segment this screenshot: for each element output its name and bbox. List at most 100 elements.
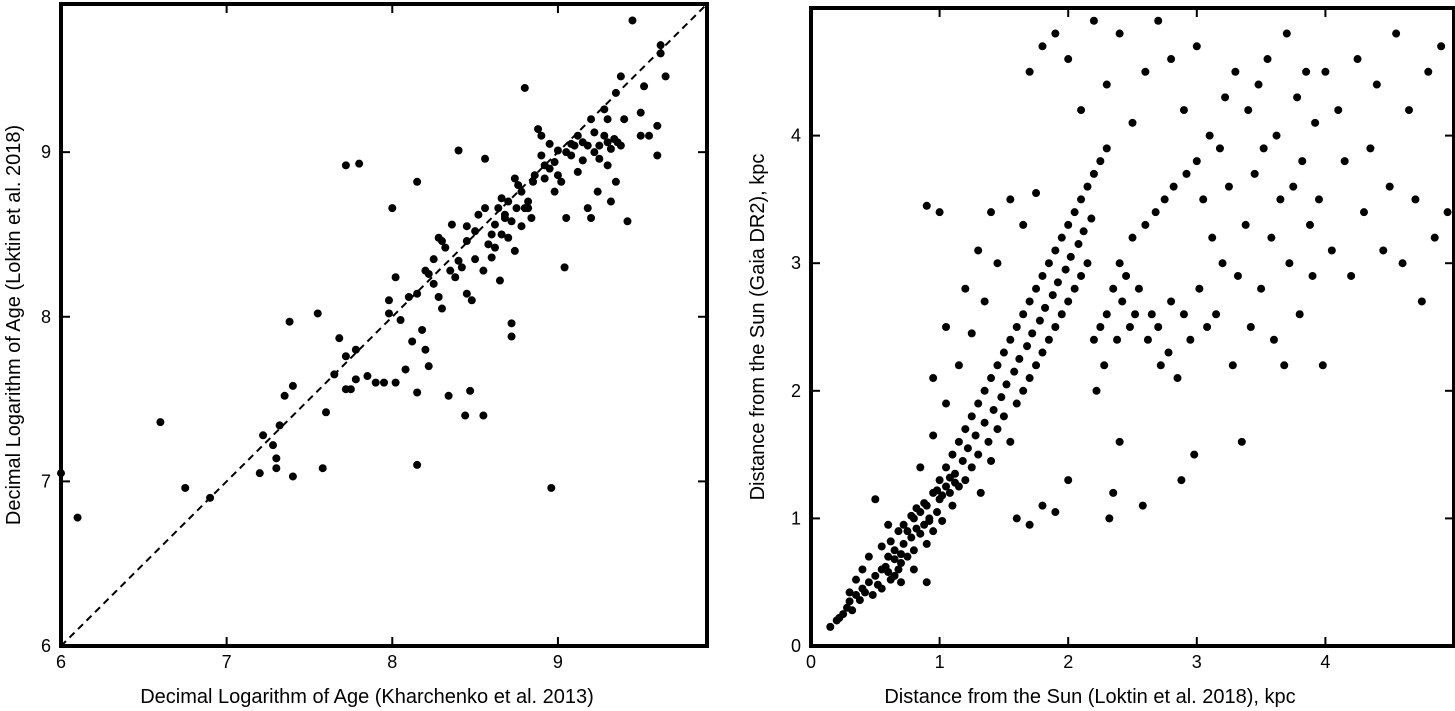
left-data-point [557,177,566,186]
right-data-point [1012,323,1021,331]
right-data-point [961,476,970,485]
left-data-point [341,161,350,170]
right-data-point [1167,55,1176,64]
right-data-point [877,542,886,551]
left-data-point [606,197,615,206]
right-data-point [839,610,848,619]
right-data-point [1293,93,1302,102]
right-data-point [984,437,993,446]
right-data-point [942,399,951,408]
right-data-point [1231,67,1240,76]
right-data-point [1010,367,1019,376]
left-data-point [429,255,438,264]
right-data-point [1392,29,1401,38]
right-data-point [1028,329,1037,338]
right-data-point [1089,16,1098,25]
right-data-point [1164,348,1173,357]
right-data-point [894,565,903,574]
left-data-point [481,154,490,163]
right-data-point [1115,29,1124,38]
right-data-point [1347,271,1356,280]
right-data-point [999,412,1008,421]
right-data-point [1092,386,1101,395]
right-data-point [1143,335,1152,344]
left-data-point [388,204,397,213]
left-data-point [363,372,372,381]
right-data-point [1285,259,1294,268]
right-data-point [935,476,944,485]
right-data-point [1177,476,1186,485]
right-data-point [1156,361,1165,370]
left-data-point [560,263,569,272]
right-data-point [907,511,916,520]
right-data-point [1154,323,1163,331]
left-data-point [259,431,268,440]
right-data-point [909,565,918,574]
right-data-point [1006,335,1015,344]
right-data-point [1437,42,1446,51]
right-data-point [1015,354,1024,363]
right-data-point [1057,310,1066,319]
left-data-point [587,115,596,124]
left-data-point [355,159,364,168]
left-data-point [437,304,446,313]
right-data-point [1105,514,1114,523]
right-data-point [1334,106,1343,115]
left-data-point [384,309,393,318]
right-data-point [1118,297,1127,306]
right-data-point [1282,29,1291,38]
left-data-point [611,88,620,97]
left-data-point [418,325,427,334]
left-data-point [611,177,620,186]
right-data-point [954,361,963,370]
right-axis-ticks: 0 1 2 3 4 0 1 2 3 4 [791,8,1454,672]
left-data-point [578,156,587,165]
right-data-point [916,463,925,472]
right-data-point [1038,501,1047,510]
right-data-point [1006,195,1015,204]
right-data-point [890,571,899,580]
left-data-point [181,483,190,492]
left-data-point [524,204,533,213]
right-data-point [1311,118,1320,127]
left-data-point [517,187,526,196]
right-data-point [1102,310,1111,319]
right-x-axis-label: Distance from the Sun (Loktin et al. 201… [884,686,1295,708]
right-data-point [963,444,972,453]
right-data-point [1041,303,1050,312]
right-data-point [894,527,903,536]
left-y-axis-label: Decimal Logarithm of Age (Loktin et al. … [3,125,25,525]
right-data-point [1186,335,1195,344]
left-data-point [471,227,480,236]
right-data-point [1305,220,1314,229]
right-data-point [1051,246,1060,255]
left-data-point [156,418,165,427]
left-data-point [537,151,546,160]
left-plot-frame [59,2,709,648]
left-y-tick-label: 7 [41,471,51,491]
left-data-point [593,187,602,196]
right-data-point [899,520,908,529]
left-data-point [562,214,571,222]
left-data-point [313,309,322,318]
right-data-point [884,567,893,576]
left-data-point [401,365,410,374]
right-data-point [1379,246,1388,255]
right-data-point [845,597,854,606]
right-data-point [929,374,938,383]
left-data-point [653,151,662,160]
right-y-tick-label: 2 [791,381,801,401]
right-data-point [1113,335,1122,344]
right-data-point [903,527,912,536]
left-data-point [524,197,533,206]
left-data-point [550,158,559,167]
right-data-point [1147,310,1156,319]
right-y-tick-label: 0 [791,636,801,656]
right-y-tick-label: 1 [791,508,801,528]
left-data-point [595,141,604,150]
right-data-point [948,450,957,459]
right-data-point [1250,169,1259,178]
right-data-point [1318,361,1327,370]
right-data-point [974,246,983,255]
right-data-point [987,208,996,217]
